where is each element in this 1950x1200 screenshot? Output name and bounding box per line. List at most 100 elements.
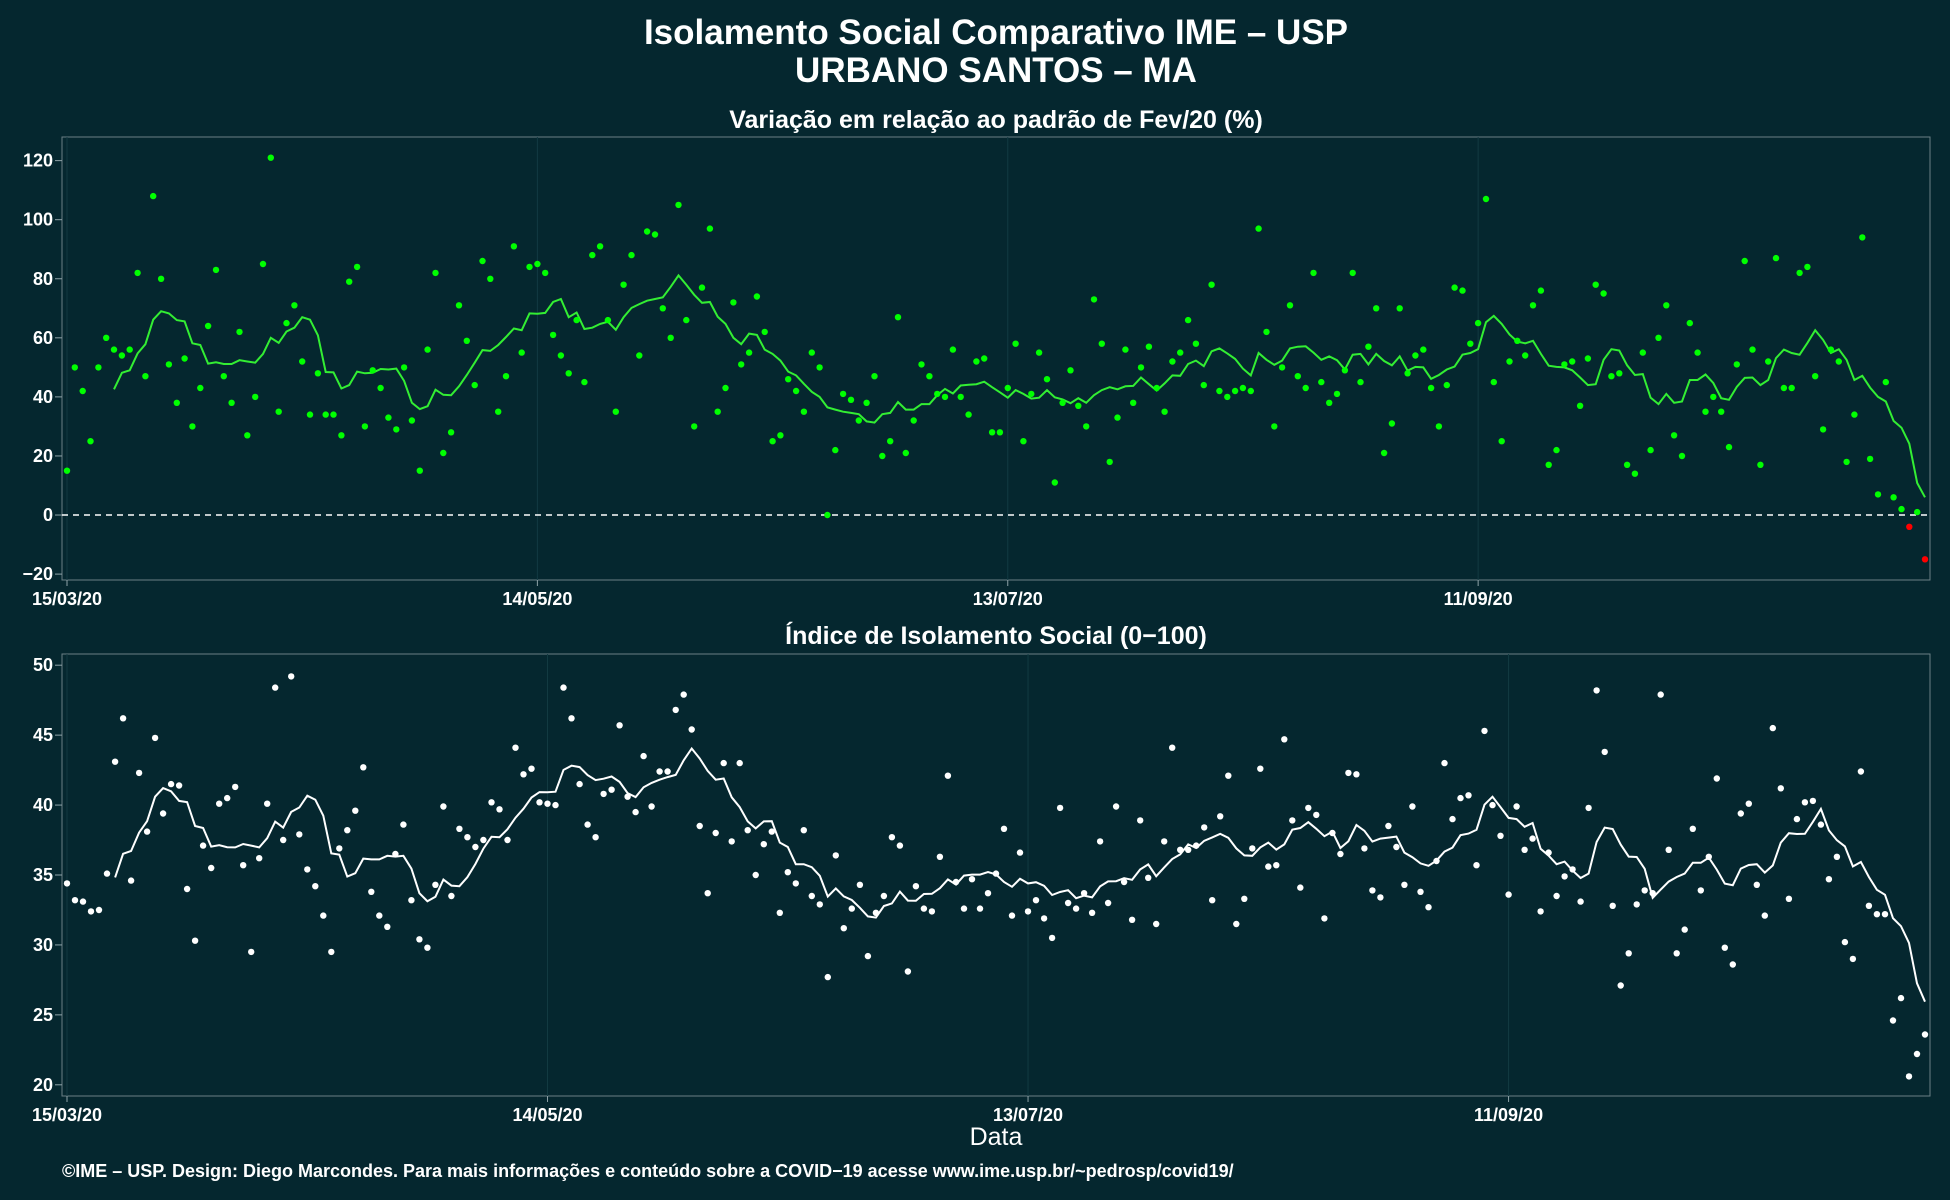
variation-data-point: [949, 346, 957, 353]
variation-data-point: [1373, 305, 1380, 312]
variation-data-point: [118, 352, 126, 359]
index-data-point: [1433, 857, 1440, 865]
variation-data-point: [283, 319, 290, 327]
index-data-point: [1008, 912, 1016, 919]
index-data-point: [1305, 804, 1312, 812]
index-data-point: [960, 905, 968, 912]
index-data-point: [1521, 846, 1528, 853]
variation-data-point: [1059, 399, 1066, 406]
index-data-point: [384, 923, 391, 930]
y-tick-label: 20: [33, 1075, 53, 1095]
index-data-point: [1729, 961, 1737, 968]
index-data-point: [1857, 768, 1865, 775]
variation-data-point: [1098, 340, 1106, 347]
variation-panel: Variação em relação ao padrão de Fev/20 …: [22, 106, 1931, 609]
x-tick-label: 11/09/20: [1444, 589, 1513, 609]
index-data-point: [360, 764, 367, 771]
variation-data-point: [252, 393, 259, 401]
index-data-point: [167, 780, 175, 788]
variation-data-point: [1247, 387, 1255, 395]
variation-data-point: [440, 449, 447, 457]
index-data-point: [616, 722, 623, 729]
index-data-point: [1681, 926, 1688, 933]
index-data-point: [1024, 908, 1032, 915]
variation-data-point: [1639, 349, 1647, 356]
index-data-point: [1841, 938, 1849, 946]
variation-data-point: [1890, 494, 1897, 501]
index-data-point: [1088, 909, 1096, 916]
index-data-point: [760, 841, 767, 848]
variation-data-point: [573, 316, 580, 324]
index-data-point: [392, 850, 399, 858]
variation-data-point: [1255, 225, 1262, 232]
index-data-point: [352, 807, 359, 814]
variation-data-point: [879, 452, 886, 460]
variation-data-point: [847, 396, 855, 403]
index-data-point: [1769, 724, 1777, 732]
x-tick-label: 15/03/20: [32, 1105, 102, 1125]
variation-data-point: [1772, 254, 1780, 262]
index-data-point: [320, 912, 327, 919]
index-data-point: [904, 968, 912, 975]
y-tick-label: 100: [23, 210, 53, 230]
variation-data-point: [542, 269, 549, 277]
variation-data-point: [1647, 446, 1654, 454]
variation-data-point: [1835, 358, 1843, 365]
variation-data-point: [1718, 408, 1725, 415]
variation-data-point: [1819, 426, 1827, 433]
index-data-point: [864, 952, 872, 960]
variation-data-point: [1263, 328, 1270, 336]
variation-data-point: [1827, 346, 1835, 353]
footer-credits: ©IME – USP. Design: Diego Marcondes. Par…: [62, 1161, 1234, 1181]
variation-data-point: [996, 429, 1004, 436]
index-data-point: [1465, 792, 1472, 799]
index-data-point: [520, 771, 527, 778]
index-data-point: [1056, 804, 1064, 812]
index-data-point: [1537, 908, 1544, 915]
x-tick-label: 13/07/20: [993, 1105, 1063, 1125]
index-data-point: [888, 834, 896, 841]
variation-data-point: [400, 364, 408, 371]
variation-data-point: [957, 393, 964, 401]
index-data-point: [1313, 811, 1320, 819]
variation-data-point: [1200, 381, 1208, 389]
variation-data-point: [1192, 340, 1200, 347]
index-data-point: [672, 706, 679, 714]
variation-data-point: [369, 367, 376, 374]
variation-data-point: [973, 358, 980, 365]
variation-data-point: [839, 390, 847, 398]
index-data-point: [1385, 822, 1392, 830]
index-data-point: [1921, 1031, 1929, 1038]
index-data-point: [272, 684, 279, 691]
variation-data-point: [1184, 316, 1192, 324]
variation-data-point: [1474, 319, 1482, 327]
index-data-point: [240, 862, 247, 869]
index-data-point: [1249, 845, 1256, 852]
variation-data-point: [408, 417, 416, 424]
variation-data-point: [103, 334, 110, 341]
index-data-point: [1577, 898, 1584, 905]
index-moving-average-line: [114, 746, 1926, 1003]
index-data-point: [1137, 817, 1144, 824]
index-data-point: [1793, 815, 1801, 823]
index-data-point: [376, 912, 383, 919]
index-data-point: [1489, 801, 1496, 809]
variation-data-point: [1435, 423, 1443, 430]
variation-data-point: [1365, 343, 1372, 350]
index-data-point: [1601, 748, 1608, 756]
index-data-point: [928, 908, 936, 915]
variation-data-point: [1537, 287, 1545, 294]
index-data-point: [1673, 950, 1680, 957]
index-data-point: [1849, 955, 1857, 963]
variation-data-point: [1357, 378, 1364, 386]
index-data-point: [256, 855, 263, 862]
index-data-point: [1161, 838, 1168, 845]
variation-data-point: [816, 364, 823, 371]
index-data-point: [1753, 881, 1761, 888]
variation-data-point: [1506, 358, 1513, 365]
index-data-point: [1777, 785, 1785, 792]
index-data-point: [680, 691, 687, 698]
index-data-point: [151, 734, 159, 742]
variation-data-point: [934, 390, 941, 398]
